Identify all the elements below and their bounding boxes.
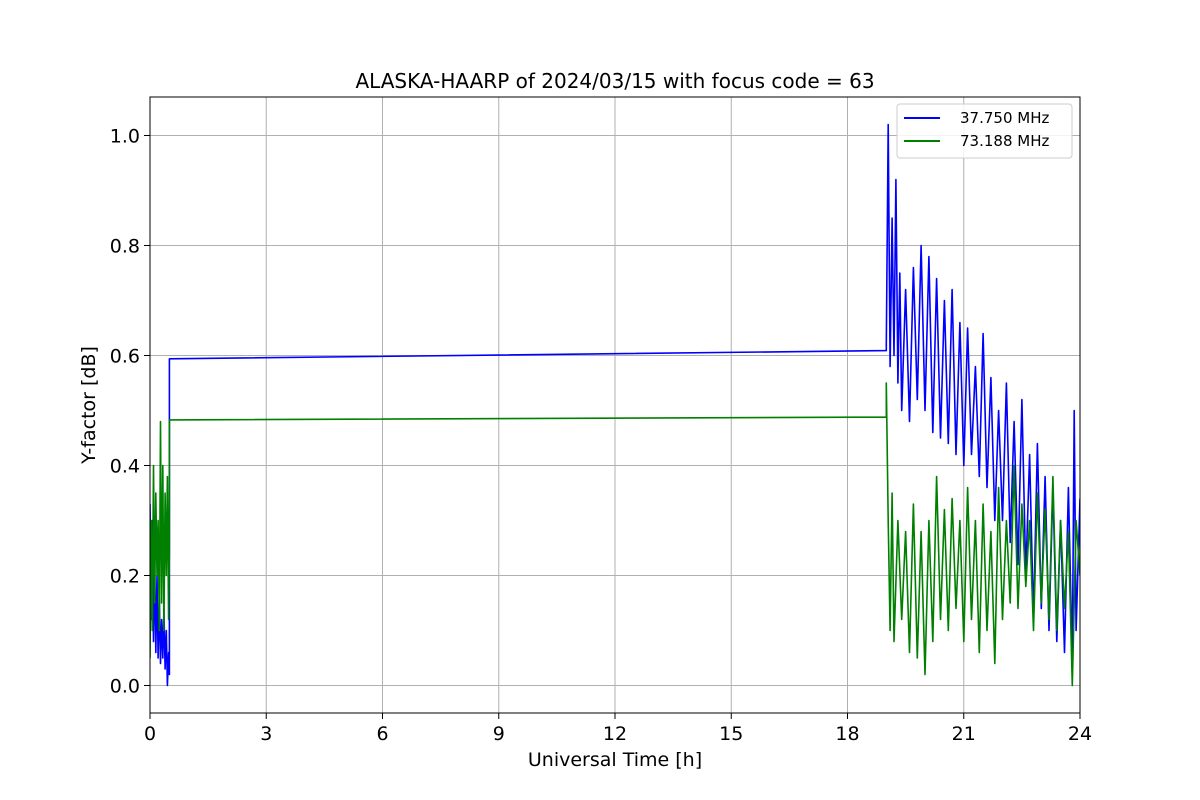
y-tick-label: 0.8: [110, 236, 140, 258]
y-axis-label: Y-factor [dB]: [78, 346, 100, 465]
chart-title: ALASKA-HAARP of 2024/03/15 with focus co…: [355, 69, 874, 93]
x-tick-label: 0: [144, 723, 156, 745]
x-tick-label: 15: [719, 723, 743, 745]
legend-box: [896, 103, 1073, 159]
legend-label-2: 73.188 MHz: [960, 132, 1049, 150]
legend: 37.750 MHz 73.188 MHz: [896, 103, 1073, 159]
y-tick-label: 0.4: [110, 456, 140, 478]
series-line-2: [150, 382, 1080, 687]
x-tick-label: 24: [1068, 723, 1092, 745]
x-tick-label: 18: [835, 723, 859, 745]
x-tick-label: 21: [952, 723, 976, 745]
legend-label-1: 37.750 MHz: [960, 109, 1049, 127]
y-tick-label: 0.0: [110, 676, 140, 698]
x-tick-label: 12: [603, 723, 627, 745]
x-axis: 0 3 6 9 12 15 18 21 24: [144, 713, 1092, 745]
x-tick-label: 6: [376, 723, 388, 745]
series-layer: [150, 123, 1080, 687]
x-tick-label: 3: [260, 723, 272, 745]
x-tick-label: 9: [493, 723, 505, 745]
x-axis-label: Universal Time [h]: [528, 749, 702, 771]
y-axis: 0.0 0.2 0.4 0.6 0.8 1.0: [110, 126, 150, 698]
y-tick-label: 0.2: [110, 566, 140, 588]
y-tick-label: 0.6: [110, 346, 140, 368]
series-line-1: [150, 123, 1080, 687]
grid: [149, 97, 1081, 713]
y-tick-label: 1.0: [110, 126, 140, 148]
